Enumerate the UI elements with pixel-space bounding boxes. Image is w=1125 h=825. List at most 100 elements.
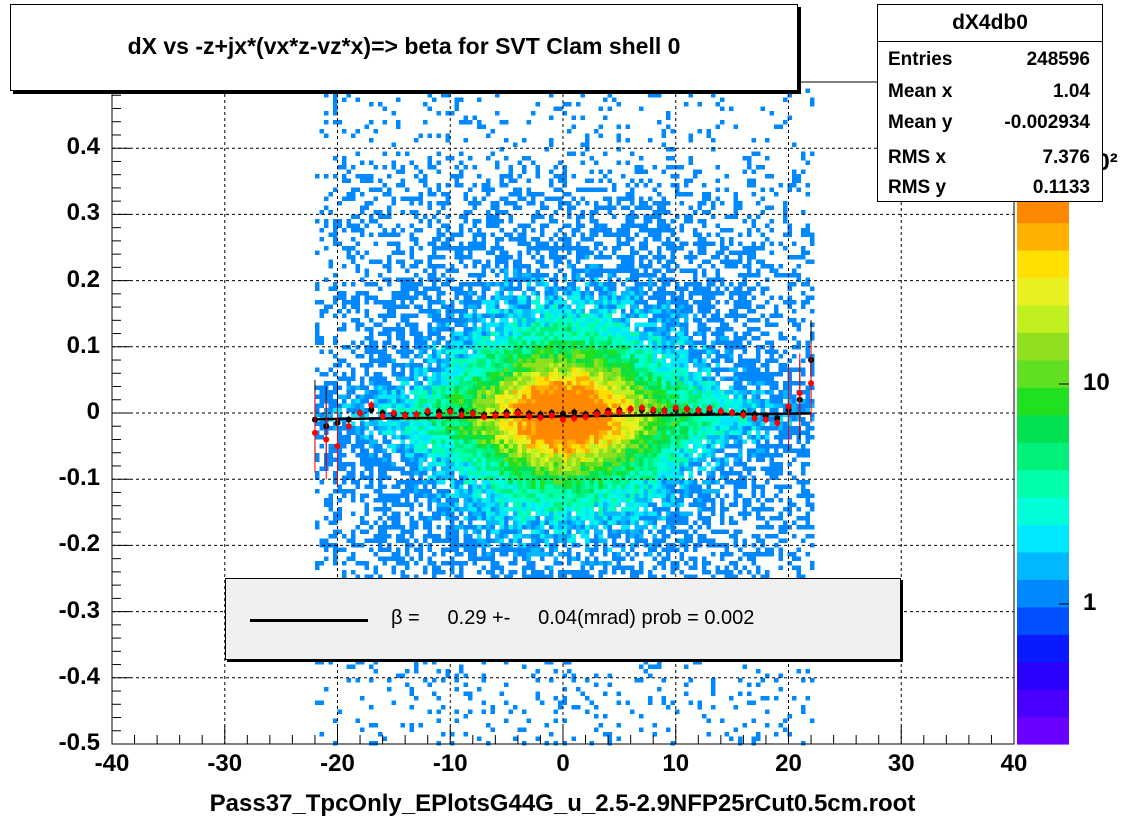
heatmap-cell <box>513 507 518 512</box>
heatmap-cell <box>517 376 522 381</box>
heatmap-cell <box>594 426 599 431</box>
heatmap-cell <box>531 673 536 678</box>
heatmap-cell <box>319 237 324 242</box>
heatmap-cell <box>459 97 464 102</box>
heatmap-cell <box>499 313 504 318</box>
heatmap-cell <box>405 574 410 579</box>
heatmap-cell <box>571 313 576 318</box>
heatmap-cell <box>594 372 599 377</box>
heatmap-cell <box>540 327 545 332</box>
heatmap-cell <box>391 142 396 147</box>
heatmap-cell <box>531 300 536 305</box>
heatmap-cell <box>562 426 567 431</box>
heatmap-cell <box>598 520 603 525</box>
heatmap-cell <box>495 160 500 165</box>
heatmap-cell <box>445 426 450 431</box>
heatmap-cell <box>441 192 446 197</box>
heatmap-cell <box>526 295 531 300</box>
heatmap-cell <box>436 462 441 467</box>
heatmap-cell <box>468 246 473 251</box>
heatmap-cell <box>418 403 423 408</box>
heatmap-cell <box>549 115 554 120</box>
heatmap-cell <box>499 507 504 512</box>
heatmap-cell <box>418 201 423 206</box>
heatmap-cell <box>337 394 342 399</box>
heatmap-cell <box>436 336 441 341</box>
heatmap-cell <box>373 295 378 300</box>
heatmap-cell <box>490 430 495 435</box>
heatmap-cell <box>387 556 392 561</box>
heatmap-cell <box>526 309 531 314</box>
heatmap-cell <box>589 228 594 233</box>
heatmap-cell <box>607 498 612 503</box>
heatmap-cell <box>558 259 563 264</box>
heatmap-cell <box>535 435 540 440</box>
heatmap-cell <box>558 430 563 435</box>
heatmap-cell <box>598 358 603 363</box>
heatmap-cell <box>576 300 581 305</box>
heatmap-cell <box>553 480 558 485</box>
heatmap-cell <box>450 385 455 390</box>
heatmap-cell <box>333 552 338 557</box>
heatmap-cell <box>441 561 446 566</box>
heatmap-cell <box>576 291 581 296</box>
heatmap-cell <box>558 331 563 336</box>
heatmap-cell <box>418 480 423 485</box>
heatmap-cell <box>459 444 464 449</box>
heatmap-cell <box>526 336 531 341</box>
heatmap-cell <box>396 444 401 449</box>
heatmap-cell <box>351 349 356 354</box>
heatmap-cell <box>499 372 504 377</box>
heatmap-cell <box>432 313 437 318</box>
heatmap-cell <box>544 399 549 404</box>
heatmap-cell <box>418 192 423 197</box>
heatmap-cell <box>553 232 558 237</box>
heatmap-cell <box>418 291 423 296</box>
heatmap-cell <box>432 403 437 408</box>
heatmap-cell <box>495 529 500 534</box>
heatmap-cell <box>607 340 612 345</box>
heatmap-cell <box>571 543 576 548</box>
heatmap-cell <box>400 403 405 408</box>
heatmap-cell <box>549 466 554 471</box>
heatmap-cell <box>436 718 441 723</box>
heatmap-cell <box>441 372 446 377</box>
heatmap-cell <box>468 696 473 701</box>
heatmap-cell <box>616 529 621 534</box>
heatmap-cell <box>567 417 572 422</box>
heatmap-cell <box>513 313 518 318</box>
heatmap-cell <box>423 493 428 498</box>
heatmap-cell <box>499 345 504 350</box>
heatmap-cell <box>427 345 432 350</box>
heatmap-cell <box>567 466 572 471</box>
heatmap-cell <box>373 660 378 665</box>
heatmap-cell <box>603 448 608 453</box>
heatmap-cell <box>526 435 531 440</box>
heatmap-cell <box>540 471 545 476</box>
heatmap-cell <box>378 480 383 485</box>
heatmap-cell <box>531 309 536 314</box>
heatmap-cell <box>549 547 554 552</box>
heatmap-cell <box>360 399 365 404</box>
heatmap-cell <box>508 484 513 489</box>
heatmap-cell <box>400 228 405 233</box>
heatmap-cell <box>513 498 518 503</box>
heatmap-cell <box>576 331 581 336</box>
heatmap-cell <box>603 421 608 426</box>
heatmap-cell <box>454 178 459 183</box>
heatmap-cell <box>436 327 441 332</box>
heatmap-cell <box>459 228 464 233</box>
heatmap-cell <box>342 97 347 102</box>
heatmap-cell <box>513 489 518 494</box>
heatmap-cell <box>423 435 428 440</box>
heatmap-cell <box>454 547 459 552</box>
heatmap-cell <box>598 453 603 458</box>
heatmap-cell <box>508 448 513 453</box>
heatmap-cell <box>589 376 594 381</box>
heatmap-cell <box>544 403 549 408</box>
heatmap-cell <box>558 574 563 579</box>
heatmap-cell <box>531 439 536 444</box>
heatmap-cell <box>436 394 441 399</box>
heatmap-cell <box>612 363 617 368</box>
heatmap-cell <box>504 552 509 557</box>
